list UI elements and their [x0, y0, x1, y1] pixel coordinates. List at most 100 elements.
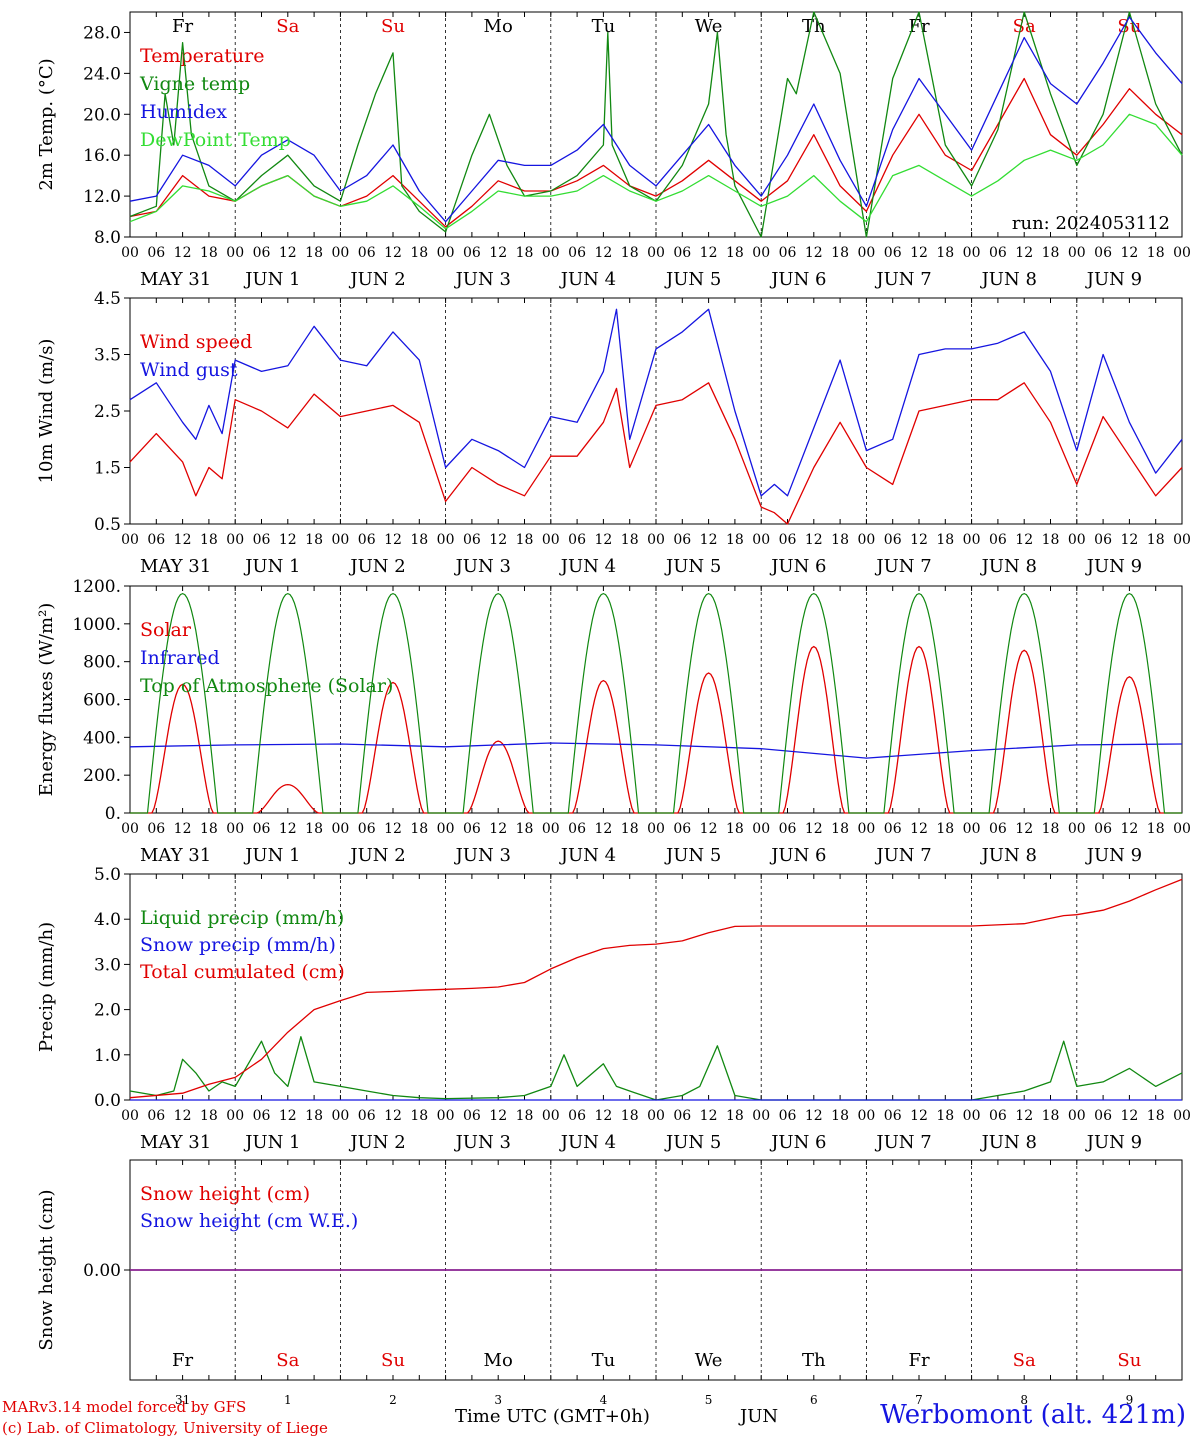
y-tick-label: 1000.: [72, 615, 121, 635]
legend-entry: Infrared: [140, 647, 220, 669]
weekday-label: Th: [802, 1350, 826, 1371]
legend-entry: Temperature: [140, 45, 264, 67]
weekday-label: Th: [802, 16, 826, 37]
x-hour-label: 18: [621, 532, 639, 548]
x-hour-label: 00: [542, 1108, 560, 1124]
x-hour-label: 18: [410, 532, 428, 548]
weekday-label: Fr: [172, 16, 193, 37]
x-hour-label: 12: [384, 821, 402, 837]
y-tick-label: 3.0: [94, 955, 121, 975]
panel-2: 0.5 1.5 2.5 3.5 4.5 10m Wind (m/s) 00 06 12 18 00 0…: [36, 289, 1191, 577]
legend-entry: Top of Atmosphere (Solar): [140, 675, 393, 697]
x-hour-label: 00: [437, 245, 455, 261]
x-hour-label: 12: [1015, 821, 1033, 837]
day-number-label: 3: [494, 1393, 502, 1407]
x-hour-label: 06: [253, 1108, 271, 1124]
x-hour-label: 18: [200, 245, 218, 261]
day-number-label: 5: [705, 1393, 713, 1407]
x-hour-label: 18: [831, 245, 849, 261]
x-hour-label: 00: [437, 1108, 455, 1124]
x-date-label: JUN 3: [454, 556, 511, 577]
x-date-label: JUN 1: [243, 269, 300, 290]
x-hour-label: 00: [963, 821, 981, 837]
x-hour-label: 18: [726, 245, 744, 261]
x-hour-label: 06: [568, 821, 586, 837]
x-hour-label: 06: [673, 821, 691, 837]
x-date-label: MAY 31: [140, 269, 211, 290]
station-name: Werbomont (alt. 421m): [880, 1400, 1186, 1430]
x-date-label: JUN 2: [348, 1132, 405, 1153]
x-date-label: JUN 9: [1085, 845, 1142, 866]
x-hour-label: 18: [831, 532, 849, 548]
y-tick-label: 1.5: [94, 459, 121, 479]
y-tick-label: 1.0: [94, 1046, 121, 1066]
x-hour-label: 00: [1173, 821, 1191, 837]
x-hour-label: 12: [1015, 245, 1033, 261]
x-hour-label: 18: [621, 821, 639, 837]
x-hour-label: 00: [857, 532, 875, 548]
x-hour-label: 00: [963, 245, 981, 261]
x-date-label: JUN 1: [243, 1132, 300, 1153]
x-hour-label: 06: [884, 245, 902, 261]
x-hour-label: 06: [568, 1108, 586, 1124]
x-hour-label: 12: [805, 532, 823, 548]
x-hour-label: 06: [779, 532, 797, 548]
x-hour-label: 06: [1094, 532, 1112, 548]
run-label: run: 2024053112: [1012, 213, 1170, 234]
x-hour-label: 12: [594, 532, 612, 548]
x-hour-label: 00: [963, 532, 981, 548]
y-axis-label: Precip (mm/h): [36, 922, 57, 1052]
x-hour-label: 18: [936, 245, 954, 261]
weekday-label: Tu: [592, 16, 616, 37]
x-date-label: JUN 2: [348, 845, 405, 866]
day-number-label: 8: [1020, 1393, 1028, 1407]
x-hour-label: 12: [910, 1108, 928, 1124]
weekday-label: Fr: [908, 16, 929, 37]
x-hour-label: 00: [1068, 821, 1086, 837]
x-hour-label: 12: [1015, 1108, 1033, 1124]
x-hour-label: 00: [226, 532, 244, 548]
series-infrared: [129, 742, 1183, 759]
x-hour-label: 06: [463, 532, 481, 548]
x-hour-label: 18: [516, 532, 534, 548]
x-hour-label: 12: [805, 245, 823, 261]
x-hour-label: 00: [752, 245, 770, 261]
weekday-label: Su: [1117, 16, 1141, 37]
model-credit: MARv3.14 model forced by GFS: [2, 1398, 247, 1416]
x-hour-label: 12: [1120, 1108, 1138, 1124]
x-hour-label: 12: [174, 532, 192, 548]
legend-entry: Snow precip (mm/h): [140, 934, 336, 956]
y-tick-label: 24.0: [83, 64, 121, 84]
x-hour-label: 00: [437, 532, 455, 548]
x-hour-label: 12: [1015, 532, 1033, 548]
x-hour-label: 18: [305, 245, 323, 261]
x-date-label: JUN 4: [559, 556, 616, 577]
x-hour-label: 18: [410, 821, 428, 837]
x-hour-label: 00: [542, 245, 560, 261]
x-hour-label: 18: [410, 245, 428, 261]
x-hour-label: 18: [621, 1108, 639, 1124]
series-vigne-temp: [129, 11, 1183, 238]
x-hour-label: 06: [779, 245, 797, 261]
x-hour-label: 18: [1147, 1108, 1165, 1124]
x-date-label: JUN 2: [348, 556, 405, 577]
y-tick-label: 400.: [83, 728, 121, 748]
x-hour-label: 12: [1120, 245, 1138, 261]
y-tick-label: 2.5: [94, 402, 121, 422]
x-hour-label: 12: [910, 245, 928, 261]
y-axis-label: Snow height (cm): [36, 1189, 57, 1350]
x-date-label: JUN 5: [664, 269, 721, 290]
y-tick-label: 1200.: [72, 577, 121, 597]
x-date-label: JUN 8: [980, 845, 1037, 866]
y-axis-label: 2m Temp. (°C): [36, 58, 57, 190]
x-hour-label: 06: [1094, 1108, 1112, 1124]
x-hour-label: 06: [147, 1108, 165, 1124]
x-hour-label: 12: [700, 821, 718, 837]
x-hour-label: 18: [1147, 245, 1165, 261]
x-hour-label: 00: [1068, 532, 1086, 548]
y-tick-label: 3.5: [94, 346, 121, 366]
x-hour-label: 18: [726, 821, 744, 837]
x-hour-label: 00: [331, 532, 349, 548]
x-hour-label: 00: [121, 532, 139, 548]
